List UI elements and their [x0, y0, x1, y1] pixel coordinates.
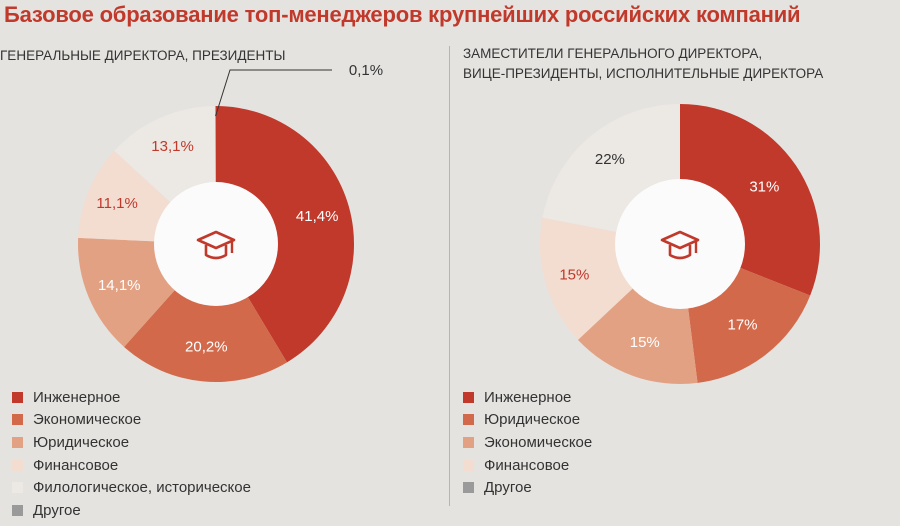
legend-label: Филологическое, историческое [33, 479, 251, 497]
chart-2-subtitle-line-2: ВИЦЕ-ПРЕЗИДЕНТЫ, ИСПОЛНИТЕЛЬНЫЕ ДИРЕКТОР… [463, 66, 824, 81]
legend-item: Финансовое [463, 454, 592, 477]
legend-swatch [463, 482, 474, 494]
donut-1-label-2: 14,1% [98, 277, 141, 294]
legend-label: Инженерное [484, 388, 572, 406]
legend-swatch [463, 391, 474, 403]
donut-2-center [615, 179, 745, 309]
legend-item: Инженерное [12, 386, 251, 409]
donut-1-leader-line [215, 69, 332, 117]
legend-label: Экономическое [33, 411, 142, 429]
donut-2-label-3: 15% [559, 267, 589, 284]
legend-swatch [463, 436, 474, 448]
legend-label: Финансовое [484, 456, 570, 474]
legend-item: Экономическое [12, 409, 251, 432]
legend-item: Юридическое [463, 409, 592, 432]
legend-item: Финансовое [12, 454, 251, 477]
donut-2-label-1: 17% [728, 317, 758, 334]
legend-item: Юридическое [12, 431, 251, 454]
donut-2-label-0: 31% [749, 179, 779, 196]
legend-swatch [463, 459, 474, 471]
donut-1-label-0: 41,4% [296, 208, 339, 225]
donut-1-label-1: 20,2% [185, 339, 228, 356]
graduation-cap-icon [660, 230, 700, 260]
legend-item: Другое [12, 499, 251, 522]
chart-2-legend: Инженерное Юридическое Экономическое Финанс… [463, 386, 592, 499]
legend-swatch [12, 414, 23, 426]
legend-label: Юридическое [33, 433, 130, 451]
legend-label: Другое [484, 479, 532, 497]
legend-label: Другое [33, 501, 81, 519]
legend-swatch [12, 391, 23, 403]
legend-label: Юридическое [484, 411, 581, 429]
donut-chart-2: 31% 17% 15% 15% 22% [540, 104, 820, 384]
legend-label: Финансовое [33, 456, 119, 474]
legend-swatch [12, 436, 23, 448]
donut-1-slice-1 [124, 244, 287, 383]
legend-item: Инженерное [463, 386, 592, 409]
legend-swatch [463, 414, 474, 426]
donut-1-slice-0 [216, 106, 354, 363]
page-title: Базовое образование топ-менеджеров крупн… [4, 2, 801, 27]
legend-swatch [12, 482, 23, 494]
donut-1-center [154, 182, 278, 306]
donut-1-label-3: 11,1% [96, 195, 137, 212]
chart-2-subtitle: ЗАМЕСТИТЕЛИ ГЕНЕРАЛЬНОГО ДИРЕКТОРА, ВИЦЕ… [463, 44, 823, 84]
donut-2-label-2: 15% [630, 334, 660, 351]
graduation-cap-icon [196, 230, 236, 260]
chart-divider [449, 46, 450, 506]
legend-item: Экономическое [463, 431, 592, 454]
donut-1-label-5: 0,1% [349, 62, 383, 79]
donut-1-label-4: 13,1% [151, 138, 194, 155]
chart-1-legend: Инженерное Экономическое Юридическое Финанс… [12, 386, 251, 522]
legend-label: Экономическое [484, 433, 593, 451]
donut-2-label-4: 22% [595, 151, 625, 168]
legend-item: Филологическое, историческое [12, 476, 251, 499]
legend-swatch [12, 504, 23, 516]
legend-item: Другое [463, 476, 592, 499]
donut-chart-1: 41,4% 20,2% 14,1% 11,1% 13,1% 0,1% [77, 62, 383, 383]
chart-2-subtitle-line-1: ЗАМЕСТИТЕЛИ ГЕНЕРАЛЬНОГО ДИРЕКТОРА, [463, 46, 763, 61]
legend-swatch [12, 459, 23, 471]
legend-label: Инженерное [33, 388, 121, 406]
chart-1-subtitle: ГЕНЕРАЛЬНЫЕ ДИРЕКТОРА, ПРЕЗИДЕНТЫ [0, 48, 286, 63]
